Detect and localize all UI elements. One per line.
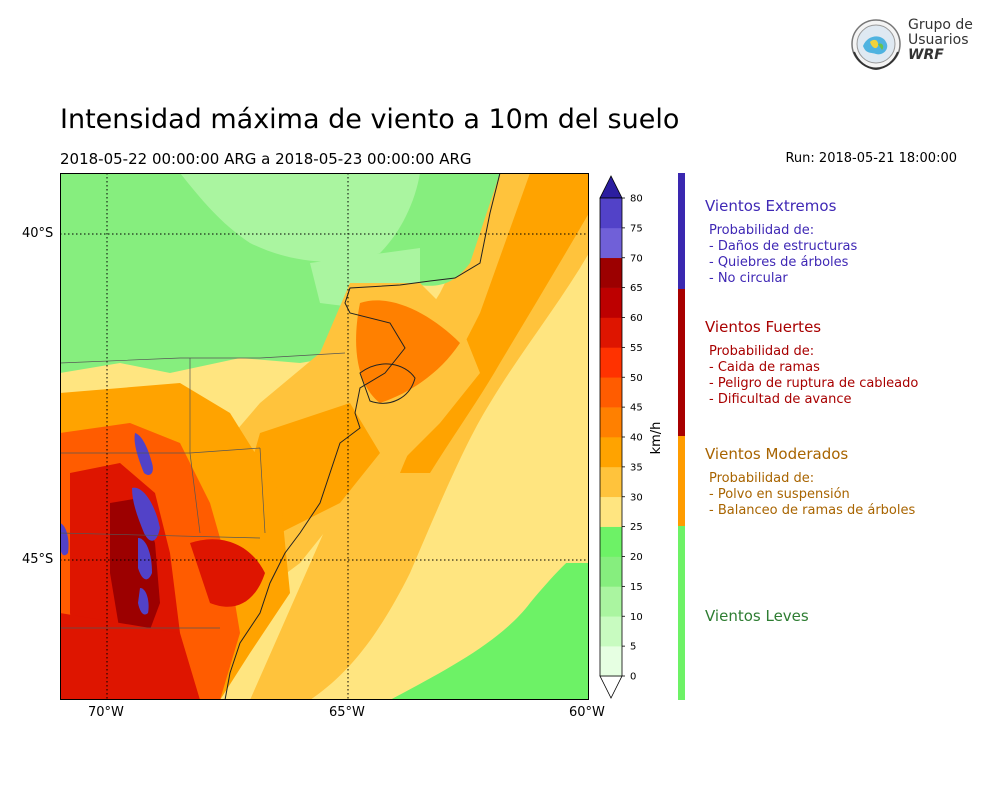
category-description: Probabilidad de: - Daños de estructuras - … [709, 223, 857, 287]
category-description: Probabilidad de: - Caida de ramas - Peligr… [709, 344, 918, 408]
colorbar-cell [600, 377, 622, 408]
category-band [678, 289, 685, 436]
category-title: Vientos Fuertes [705, 318, 822, 336]
colorbar-tick-label: 35 [630, 462, 643, 473]
valdes-peninsula [359, 363, 416, 404]
map-title: Intensidad máxima de viento a 10m del su… [60, 104, 680, 135]
coastline [224, 173, 501, 700]
colorbar: 0 5 10 15 20 25 30 35 40 45 50 55 60 65 70 75 80 km/h [599, 175, 664, 699]
colorbar-cell [600, 556, 622, 587]
colorbar-tick-label: 0 [630, 672, 636, 683]
colorbar-tick-label: 10 [630, 612, 643, 623]
colorbar-cell [600, 287, 622, 318]
colorbar-cell [600, 317, 622, 348]
colorbar-unit: km/h [649, 422, 664, 455]
colorbar-tick-label: 60 [630, 313, 643, 324]
colorbar-tick-label: 65 [630, 283, 643, 294]
logo-text: Grupo de Usuarios WRF [908, 18, 973, 63]
wrf-logo: Grupo de Usuarios WRF [848, 16, 973, 74]
ocean-calm-zone [390, 543, 589, 700]
category-description-line: - Quiebres de árboles [709, 255, 849, 270]
category-description-line: - Balanceo de ramas de árboles [709, 503, 916, 518]
lat-label-45s: 45°S [22, 552, 54, 567]
category-description: Probabilidad de: - Polvo en suspensión - B… [709, 471, 915, 519]
lat-label-40s: 40°S [22, 226, 54, 241]
colorbar-tick-label: 70 [630, 253, 643, 264]
ocean-calm-zone-2 [530, 473, 589, 563]
extreme-core-4 [138, 588, 149, 615]
gulf-strong-wind [356, 300, 460, 403]
category-description-line: - Polvo en suspensión [709, 487, 850, 502]
category-description-line: Probabilidad de: [709, 223, 815, 238]
colorbar-cell [600, 257, 622, 288]
category-description-line: - Peligro de ruptura de cableado [709, 376, 919, 391]
colorbar-cell [600, 466, 622, 498]
colorbar-cell [600, 407, 622, 438]
lon-label-65w: 65°W [329, 705, 365, 720]
colorbar-tick-label: 75 [630, 223, 643, 234]
colorbar-cell [600, 586, 622, 617]
category-description-line: - Daños de estructuras [709, 239, 858, 254]
colorbar-tick-label: 45 [630, 403, 643, 414]
colorbar-cell [600, 437, 622, 468]
andes-ridge-red [190, 539, 265, 607]
colorbar-cell [600, 526, 622, 557]
category-title: Vientos Leves [705, 607, 809, 625]
graticule [60, 173, 589, 700]
logo-line-3: WRF [908, 47, 944, 63]
category-title: Vientos Moderados [705, 445, 849, 463]
lon-label-70w: 70°W [88, 705, 124, 720]
colorbar-tick-label: 15 [630, 582, 643, 593]
colorbar-tick-label: 40 [630, 433, 643, 444]
run-time: Run: 2018-05-21 18:00:00 [785, 151, 957, 166]
colorbar-tick-label: 5 [630, 642, 636, 653]
colorbar-tick-label: 80 [630, 194, 643, 205]
colorbar-tick-label: 20 [630, 552, 643, 563]
colorbar-cell [600, 227, 622, 259]
logo-line-1: Grupo de [908, 17, 973, 33]
land-north-calm [180, 173, 420, 262]
category-title: Vientos Extremos [705, 197, 837, 215]
colorbar-extend-min [599, 675, 623, 699]
extreme-core-1 [134, 433, 153, 475]
colorbar-cell [600, 347, 622, 378]
colorbar-tick-label: 25 [630, 522, 643, 533]
province-borders [60, 352, 346, 629]
category-description-line: Probabilidad de: [709, 344, 815, 359]
colorbar-extend-max [599, 175, 623, 199]
category-description-line: - Dificultad de avance [709, 392, 852, 407]
category-band [678, 173, 685, 289]
category-band [678, 436, 685, 526]
colorbar-tick-label: 55 [630, 343, 643, 354]
colorbar-cell [600, 616, 622, 647]
colorbar-tick-label: 50 [630, 373, 643, 384]
category-description-line: - Caida de ramas [709, 360, 820, 375]
colorbar-cell [600, 496, 622, 527]
forecast-period: 2018-05-22 00:00:00 ARG a 2018-05-23 00:… [60, 150, 472, 168]
colorbar-cell [600, 198, 622, 229]
logo-line-2: Usuarios [908, 32, 969, 48]
category-description-line: Probabilidad de: [709, 471, 815, 486]
extreme-core-5 [60, 523, 69, 556]
south-red [60, 613, 200, 700]
extreme-core-2 [132, 487, 160, 541]
colorbar-tick-label: 30 [630, 492, 643, 503]
category-description-line: - No circular [709, 271, 788, 286]
colorbar-cell [600, 646, 622, 677]
category-band [678, 526, 685, 700]
wind-map [60, 173, 589, 700]
globe-seal-icon [851, 19, 901, 70]
lon-label-60w: 60°W [569, 705, 605, 720]
extreme-core-3 [138, 538, 152, 580]
